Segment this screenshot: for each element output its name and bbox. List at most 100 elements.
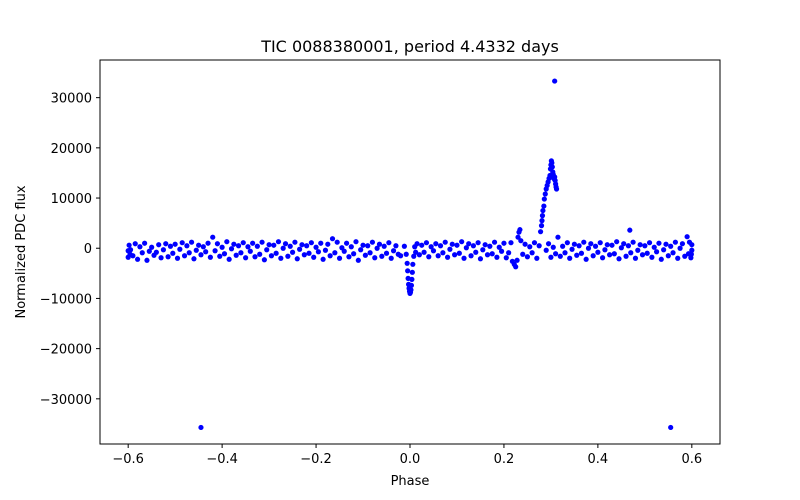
data-point: [542, 191, 548, 197]
x-tick-label: −0.4: [206, 452, 238, 467]
data-point: [513, 264, 519, 270]
data-point: [552, 78, 558, 84]
x-tick-label: 0.2: [494, 452, 515, 467]
plot-frame: [99, 59, 721, 445]
data-point: [226, 256, 232, 262]
data-point: [221, 251, 228, 257]
data-point: [282, 241, 289, 247]
data-point: [163, 241, 169, 247]
data-point: [555, 234, 561, 240]
data-point: [405, 268, 411, 274]
data-point: [578, 250, 585, 256]
data-point: [388, 255, 394, 261]
data-point: [452, 252, 458, 258]
data-point: [247, 248, 253, 254]
data-point: [456, 250, 462, 256]
data-point: [137, 244, 143, 250]
data-point: [557, 253, 563, 259]
data-point: [545, 241, 552, 247]
data-point: [250, 240, 256, 246]
data-point: [423, 240, 430, 246]
data-point: [461, 255, 467, 261]
data-point: [632, 255, 639, 261]
data-point: [191, 256, 197, 262]
data-point: [325, 241, 331, 247]
data-point: [127, 247, 134, 253]
data-point: [139, 250, 145, 256]
data-point: [153, 249, 159, 255]
data-point: [367, 250, 373, 256]
data-point: [501, 240, 507, 246]
data-point: [539, 218, 545, 224]
data-point: [322, 247, 329, 253]
data-point: [689, 242, 695, 248]
data-point: [518, 238, 524, 244]
data-point: [653, 249, 660, 255]
data-point: [235, 243, 242, 249]
data-point: [677, 245, 683, 251]
data-point: [365, 243, 371, 249]
data-point: [537, 229, 544, 235]
data-point: [329, 236, 336, 242]
data-point: [515, 234, 521, 240]
data-point: [447, 246, 453, 252]
data-point: [668, 424, 674, 431]
x-tick-label: −0.6: [112, 452, 144, 467]
data-point: [413, 249, 419, 255]
data-point: [569, 246, 575, 252]
data-point: [205, 240, 211, 246]
data-point: [404, 260, 410, 266]
data-point: [651, 244, 657, 250]
data-point: [207, 254, 213, 260]
data-point: [656, 240, 662, 246]
data-point: [630, 239, 636, 245]
data-point: [411, 253, 417, 259]
data-point: [362, 252, 368, 258]
data-point: [271, 242, 277, 248]
data-point: [358, 247, 364, 253]
x-axis: −0.6 −0.4 −0.2 0.0 0.2 0.4 0.6: [112, 444, 702, 467]
data-point: [280, 245, 286, 251]
data-point: [149, 244, 155, 250]
data-point: [210, 234, 216, 240]
data-point: [126, 242, 132, 248]
data-point: [188, 239, 195, 245]
data-point: [285, 253, 291, 259]
x-tick-label: 0.4: [588, 452, 609, 467]
data-point: [628, 250, 634, 256]
data-point: [409, 269, 415, 275]
data-point: [480, 247, 486, 253]
data-point: [224, 239, 230, 245]
y-tick-label: −20000: [40, 343, 92, 358]
data-point: [360, 242, 366, 248]
data-point: [233, 252, 239, 258]
data-point: [341, 248, 347, 254]
data-point: [369, 239, 376, 245]
data-point: [463, 245, 469, 251]
data-point: [313, 244, 319, 250]
data-point: [531, 240, 538, 246]
data-point: [414, 241, 420, 247]
data-point: [627, 227, 633, 233]
data-point: [482, 242, 488, 248]
data-point: [132, 241, 138, 247]
data-point: [245, 244, 251, 250]
data-point: [315, 249, 322, 255]
data-point: [130, 253, 136, 259]
data-point: [494, 254, 500, 260]
data-point: [473, 249, 479, 255]
data-point: [466, 241, 472, 247]
data-point: [421, 249, 427, 255]
data-point: [442, 239, 448, 245]
data-points: [125, 78, 695, 431]
data-point: [435, 253, 441, 259]
data-point: [470, 243, 477, 249]
x-axis-label: Phase: [391, 474, 430, 489]
data-point: [308, 240, 314, 246]
data-point: [496, 244, 502, 250]
data-point: [318, 240, 324, 246]
data-point: [688, 251, 694, 257]
data-point: [306, 250, 312, 256]
data-point: [238, 250, 244, 256]
